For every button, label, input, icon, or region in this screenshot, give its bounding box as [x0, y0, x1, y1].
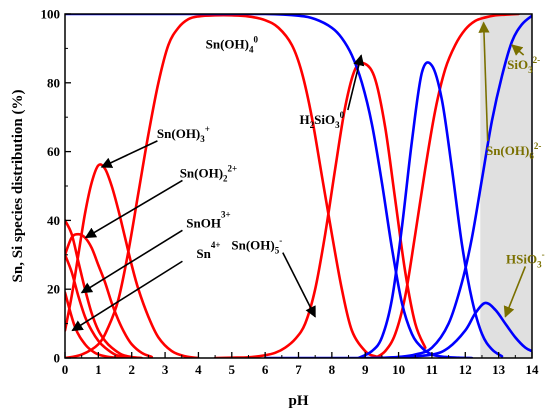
- y-tick-label: 80: [47, 75, 60, 90]
- series-line-11: [380, 14, 532, 358]
- annotation-label-8: Sn(OH)62-: [486, 141, 541, 161]
- annotation-arrow-1: [71, 260, 183, 332]
- x-tick-label: 6: [262, 362, 269, 377]
- x-axis-title: pH: [288, 393, 308, 409]
- y-tick-label: 20: [47, 282, 60, 297]
- series-line-8: [373, 14, 520, 358]
- annotation-arrow-10: [503, 266, 527, 318]
- x-tick-label: 10: [392, 362, 405, 377]
- x-tick-label: 2: [128, 362, 135, 377]
- series-layer: [65, 14, 532, 358]
- series-line-4: [65, 232, 154, 358]
- x-tick-label: 7: [295, 362, 302, 377]
- annotation-arrow-3: [84, 179, 183, 239]
- annotation-label-4: Sn(OH)3+: [157, 124, 210, 144]
- y-tick-label: 100: [41, 7, 61, 22]
- series-line-12: [263, 301, 532, 358]
- annotation-arrow-2: [80, 229, 183, 294]
- series-line-5: [65, 163, 200, 358]
- x-tick-label: 13: [492, 362, 506, 377]
- y-tick-label: 60: [47, 144, 60, 159]
- annotation-arrow-4: [100, 140, 158, 168]
- y-tick-label: 40: [47, 213, 60, 228]
- x-tick-label: 1: [95, 362, 102, 377]
- annotation-arrow-6: [282, 252, 316, 318]
- annotation-label-7: H2SiO30: [300, 110, 345, 130]
- x-tick-label: 3: [162, 362, 169, 377]
- series-line-7: [213, 61, 427, 358]
- series-line-10: [357, 61, 504, 358]
- y-tick-label: 0: [54, 351, 61, 366]
- annotation-arrow-8: [478, 21, 490, 142]
- annotation-layer: Sn4+ SnOH3+ Sn(OH)22+ Sn(OH)3+ Sn(OH)40 Sn(OH…: [71, 21, 545, 332]
- annotation-label-3: Sn(OH)22+: [180, 163, 237, 183]
- x-axis: 0 1 2 3 4 5 6 7 8 9 10 11 12 13 14: [62, 352, 539, 377]
- x-tick-label: 14: [526, 362, 540, 377]
- y-axis: 0 20 40 60 80 100: [41, 7, 71, 366]
- x-tick-label: 4: [195, 362, 202, 377]
- x-tick-label: 11: [426, 362, 438, 377]
- annotation-label-1: Sn4+: [196, 240, 220, 261]
- annotation-label-9: SiO32-: [507, 55, 540, 75]
- y-axis-title: Sn, Si species distribution (%): [10, 90, 26, 283]
- annotation-arrow-7: [347, 54, 365, 111]
- annotation-arrow-9: [511, 44, 525, 56]
- shaded-region: [480, 14, 532, 358]
- annotation-label-10: HSiO3-: [506, 249, 545, 269]
- x-tick-label: 5: [229, 362, 236, 377]
- annotation-label-6: Sn(OH)5-: [231, 236, 282, 256]
- x-tick-label: 9: [362, 362, 369, 377]
- x-tick-label: 12: [459, 362, 472, 377]
- series-line-6: [65, 14, 387, 358]
- x-tick-label: 0: [62, 362, 69, 377]
- annotation-label-2: SnOH3+: [186, 209, 230, 230]
- x-tick-label: 8: [329, 362, 336, 377]
- annotation-label-5: Sn(OH)40: [206, 34, 259, 54]
- series-line-3: [65, 219, 144, 358]
